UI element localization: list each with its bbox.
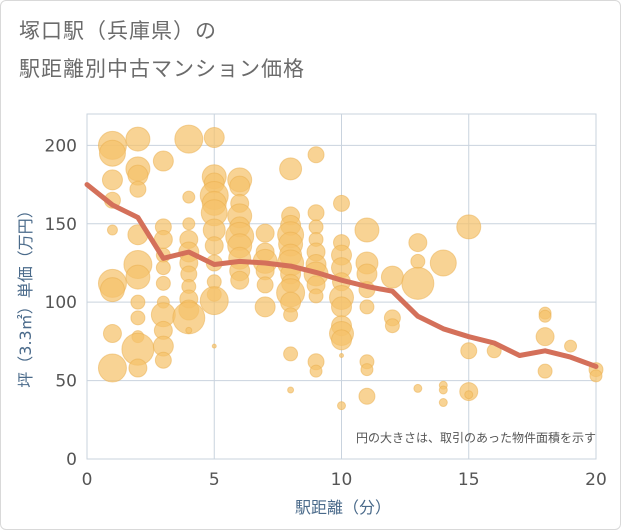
x-tick-label: 10 bbox=[331, 470, 353, 490]
data-bubble bbox=[101, 169, 123, 191]
data-bubble bbox=[97, 353, 127, 383]
data-bubble bbox=[429, 249, 457, 277]
data-bubble bbox=[106, 224, 118, 236]
data-bubble bbox=[229, 175, 251, 197]
data-bubble bbox=[589, 369, 603, 383]
y-tick-label: 200 bbox=[45, 136, 77, 156]
data-bubble bbox=[408, 233, 428, 253]
chart-title-line1: 塚口駅（兵庫県）の bbox=[19, 19, 217, 43]
data-bubble bbox=[99, 277, 125, 303]
data-bubble bbox=[98, 139, 126, 167]
data-bubble bbox=[537, 363, 553, 379]
y-tick-label: 100 bbox=[45, 293, 77, 313]
data-bubble bbox=[333, 194, 350, 212]
data-bubble bbox=[384, 318, 400, 334]
data-bubble bbox=[152, 150, 174, 172]
data-bubble bbox=[535, 327, 555, 347]
data-bubble bbox=[339, 353, 344, 358]
y-tick-label: 0 bbox=[66, 450, 77, 470]
data-bubble bbox=[359, 299, 375, 315]
data-bubble bbox=[129, 180, 147, 198]
data-bubble bbox=[155, 260, 171, 276]
data-bubble bbox=[464, 390, 474, 400]
data-bubble bbox=[358, 387, 376, 405]
data-bubble bbox=[307, 146, 325, 164]
data-bubble bbox=[360, 363, 374, 377]
y-axis-label: 坪（3.3㎡）単価（万円） bbox=[16, 202, 35, 387]
data-bubble bbox=[125, 264, 151, 290]
data-bubble bbox=[182, 190, 196, 204]
x-tick-label: 5 bbox=[209, 470, 220, 490]
data-bubble bbox=[279, 157, 303, 181]
data-bubble bbox=[331, 329, 352, 351]
data-bubble bbox=[307, 204, 325, 222]
data-bubble bbox=[155, 275, 171, 291]
data-bubble bbox=[283, 307, 299, 323]
data-bubble bbox=[287, 386, 295, 394]
x-tick-label: 20 bbox=[585, 470, 607, 490]
data-bubble bbox=[413, 383, 423, 393]
data-bubble bbox=[438, 385, 448, 395]
chart-title-line2: 駅距離別中古マンション価格 bbox=[19, 57, 305, 81]
bubble-layer bbox=[97, 124, 604, 411]
data-bubble bbox=[308, 288, 324, 304]
data-bubble bbox=[354, 217, 380, 243]
y-tick-label: 150 bbox=[45, 215, 77, 235]
data-bubble bbox=[380, 265, 404, 289]
data-bubble bbox=[203, 127, 225, 149]
data-bubble bbox=[410, 253, 426, 269]
data-bubble bbox=[211, 343, 217, 349]
data-bubble bbox=[356, 263, 378, 285]
data-bubble bbox=[185, 326, 193, 334]
data-bubble bbox=[401, 266, 435, 300]
data-bubble bbox=[283, 346, 299, 362]
data-bubble bbox=[308, 219, 324, 235]
data-bubble bbox=[154, 351, 172, 369]
data-bubble bbox=[230, 270, 250, 290]
data-bubble bbox=[460, 342, 478, 360]
data-bubble bbox=[204, 236, 224, 256]
data-bubble bbox=[256, 276, 274, 294]
data-bubble bbox=[199, 286, 229, 316]
x-axis-label: 駅距離（分） bbox=[295, 498, 391, 517]
data-bubble bbox=[254, 296, 276, 318]
data-bubble bbox=[174, 124, 204, 154]
x-tick-label: 0 bbox=[82, 470, 93, 490]
trend-line bbox=[84, 182, 599, 369]
data-bubble bbox=[255, 223, 275, 243]
data-bubble bbox=[456, 214, 482, 240]
bubble-size-note: 円の大きさは、取引のあった物件面積を示す bbox=[356, 430, 596, 445]
y-tick-label: 50 bbox=[55, 372, 77, 392]
data-bubble bbox=[130, 310, 146, 326]
data-bubble bbox=[125, 126, 151, 152]
x-tick-label: 15 bbox=[458, 470, 480, 490]
data-bubble bbox=[538, 309, 552, 323]
data-bubble bbox=[438, 398, 448, 408]
data-bubble bbox=[182, 217, 196, 231]
data-bubble bbox=[564, 339, 578, 353]
data-bubble bbox=[102, 324, 122, 344]
data-bubble bbox=[130, 294, 146, 310]
data-bubble bbox=[337, 401, 346, 411]
data-bubble bbox=[309, 364, 323, 378]
data-bubble bbox=[128, 358, 148, 378]
data-bubble bbox=[331, 296, 352, 318]
